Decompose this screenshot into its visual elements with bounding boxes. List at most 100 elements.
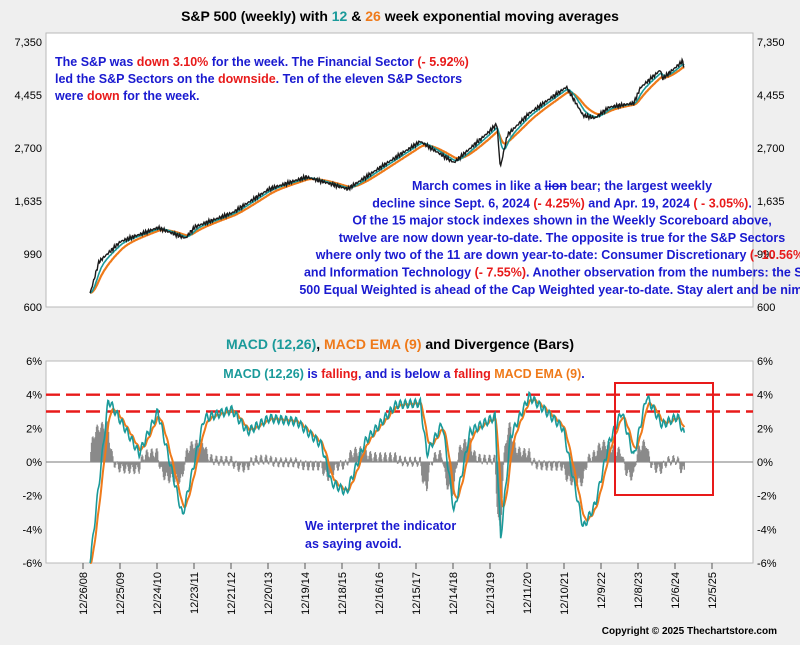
- annotation-segment: down 3.10%: [137, 55, 209, 69]
- annotation-segment: led the S&P Sectors on the: [55, 72, 218, 86]
- macd-annotations: MACD (12,26) is falling, and is below a …: [223, 367, 584, 551]
- annotation-segment: for the week.: [120, 89, 200, 103]
- ema-12-line: [89, 63, 685, 294]
- x-tick-label: 12/20/13: [263, 572, 275, 615]
- price-annotations: The S&P was down 3.10% for the week. The…: [54, 55, 800, 297]
- annotation-segment: (- 10.56%): [750, 248, 800, 262]
- price-y-tick-left: 1,635: [14, 196, 42, 208]
- annotation-segment: and Apr. 19, 2024: [585, 196, 694, 210]
- macd-y-tick-right: -2%: [757, 491, 777, 503]
- title-ema-fast: 12: [332, 8, 348, 24]
- annotation-segment: March comes in like a: [412, 179, 545, 193]
- x-tick-label: 12/16/16: [374, 572, 386, 615]
- x-tick-label: 12/13/19: [485, 572, 497, 615]
- macd-note-line-2: as saying avoid.: [305, 537, 402, 551]
- macd-y-tick-right: 2%: [757, 423, 773, 435]
- x-tick-label: 12/25/09: [115, 572, 127, 615]
- highlight-box: [614, 382, 714, 496]
- macd-title-part3: MACD EMA (9): [324, 336, 421, 352]
- price-annotation-bottom-line: twelve are now down year-to-date. The op…: [339, 231, 785, 245]
- macd-y-tick-right: -4%: [757, 524, 777, 536]
- annotation-segment: lion: [545, 179, 567, 193]
- annotation-segment: The S&P was: [55, 55, 137, 69]
- annotation-segment: , and is below a: [358, 367, 454, 381]
- price-lines: [89, 57, 685, 295]
- annotation-segment: for the week. The Financial Sector: [208, 55, 417, 69]
- annotation-segment: bear; the largest weekly: [567, 179, 712, 193]
- x-tick-label: 12/10/21: [559, 572, 571, 615]
- price-y-tick-left: 7,350: [14, 37, 42, 49]
- annotation-segment: falling: [454, 367, 491, 381]
- price-y-tick-left: 4,455: [14, 90, 42, 102]
- price-y-tick-left: 600: [24, 302, 42, 314]
- annotation-segment: (- 4.25%): [533, 196, 584, 210]
- x-tick-label: 12/8/23: [633, 572, 645, 609]
- x-tick-label: 12/11/20: [522, 572, 534, 614]
- annotation-segment: twelve are now down year-to-date. The op…: [339, 231, 785, 245]
- x-tick-label: 12/26/08: [78, 572, 90, 615]
- annotation-segment: .: [748, 196, 751, 210]
- title-suffix: week exponential moving averages: [381, 8, 619, 24]
- macd-title-part2: ,: [316, 336, 324, 352]
- price-annotation-bottom-line: decline since Sept. 6, 2024 (- 4.25%) an…: [372, 196, 752, 210]
- annotation-segment: decline since Sept. 6, 2024: [372, 196, 533, 210]
- x-tick-label: 12/23/11: [189, 572, 201, 614]
- macd-y-tick-left: 2%: [26, 423, 42, 435]
- annotation-segment: (- 5.92%): [417, 55, 468, 69]
- macd-title-part1: MACD (12,26): [226, 336, 316, 352]
- macd-annotation-line: MACD (12,26) is falling, and is below a …: [223, 367, 584, 381]
- macd-chart-title: MACD (12,26), MACD EMA (9) and Divergenc…: [226, 336, 574, 352]
- x-tick-label: 12/24/10: [152, 572, 164, 615]
- x-tick-label: 12/21/12: [226, 572, 238, 615]
- price-annotation-bottom-line: and Information Technology (- 7.55%). An…: [304, 266, 800, 280]
- macd-y-tick-right: -6%: [757, 558, 777, 570]
- price-chart-title: S&P 500 (weekly) with 12 & 26 week expon…: [181, 8, 619, 24]
- title-prefix: S&P 500 (weekly) with: [181, 8, 332, 24]
- macd-title-part4: and Divergence (Bars): [422, 336, 575, 352]
- macd-y-tick-right: 4%: [757, 390, 773, 402]
- annotation-segment: and Information Technology: [304, 266, 475, 280]
- price-annotation-bottom-line: Of the 15 major stock indexes shown in t…: [352, 214, 771, 228]
- macd-note-line-1: We interpret the indicator: [305, 519, 456, 533]
- price-annotation-bottom-line: March comes in like a lion bear; the lar…: [412, 179, 712, 193]
- title-ema-slow: 26: [365, 8, 381, 24]
- macd-y-tick-left: -6%: [22, 558, 42, 570]
- x-tick-label: 12/5/25: [707, 572, 719, 609]
- x-tick-label: 12/18/15: [337, 572, 349, 615]
- annotation-segment: is: [304, 367, 321, 381]
- divergence-bars: [90, 421, 685, 534]
- macd-y-tick-left: -4%: [22, 524, 42, 536]
- annotation-segment: MACD EMA (9): [494, 367, 581, 381]
- price-y-tick-right: 990: [757, 249, 775, 261]
- annotation-segment: ( - 3.05%): [693, 196, 748, 210]
- macd-y-tick-left: 4%: [26, 390, 42, 402]
- price-annotation-top-line: The S&P was down 3.10% for the week. The…: [55, 55, 469, 69]
- x-tick-label: 12/14/18: [448, 572, 460, 615]
- price-annotation-bottom-line: 500 Equal Weighted is ahead of the Cap W…: [299, 283, 800, 297]
- price-y-tick-left: 2,700: [14, 143, 42, 155]
- price-annotation-top-line: led the S&P Sectors on the downside. Ten…: [55, 72, 462, 86]
- macd-lines: [46, 382, 753, 564]
- price-y-tick-right: 4,455: [757, 90, 785, 102]
- annotation-segment: falling: [321, 367, 358, 381]
- macd-y-ticks: 6% 6% 4% 4% 2% 2% 0% 0% -2% -2% -4% -4% -6% -6%: [22, 356, 776, 570]
- sp500-price-line: [89, 57, 685, 294]
- annotation-segment: down: [87, 89, 120, 103]
- annotation-segment: Of the 15 major stock indexes shown in t…: [352, 214, 771, 228]
- price-y-tick-right: 7,350: [757, 37, 785, 49]
- x-axis-ticks: 12/26/08 12/25/09 12/24/10 12/23/11 12/21/12…: [78, 563, 719, 615]
- annotation-segment: 500 Equal Weighted is ahead of the Cap W…: [299, 283, 800, 297]
- price-panel: [45, 32, 754, 308]
- annotation-segment: .: [581, 367, 584, 381]
- price-annotation-bottom-line: where only two of the 11 are down year-t…: [315, 248, 800, 262]
- macd-y-tick-left: 0%: [26, 457, 42, 469]
- price-y-tick-right: 600: [757, 302, 775, 314]
- x-tick-label: 12/6/24: [670, 572, 682, 609]
- title-mid: &: [347, 8, 365, 24]
- copyright-text: Copyright © 2025 Thechartstore.com: [602, 626, 777, 637]
- x-tick-label: 12/9/22: [596, 572, 608, 609]
- x-tick-label: 12/19/14: [300, 572, 312, 615]
- macd-y-tick-right: 6%: [757, 356, 773, 368]
